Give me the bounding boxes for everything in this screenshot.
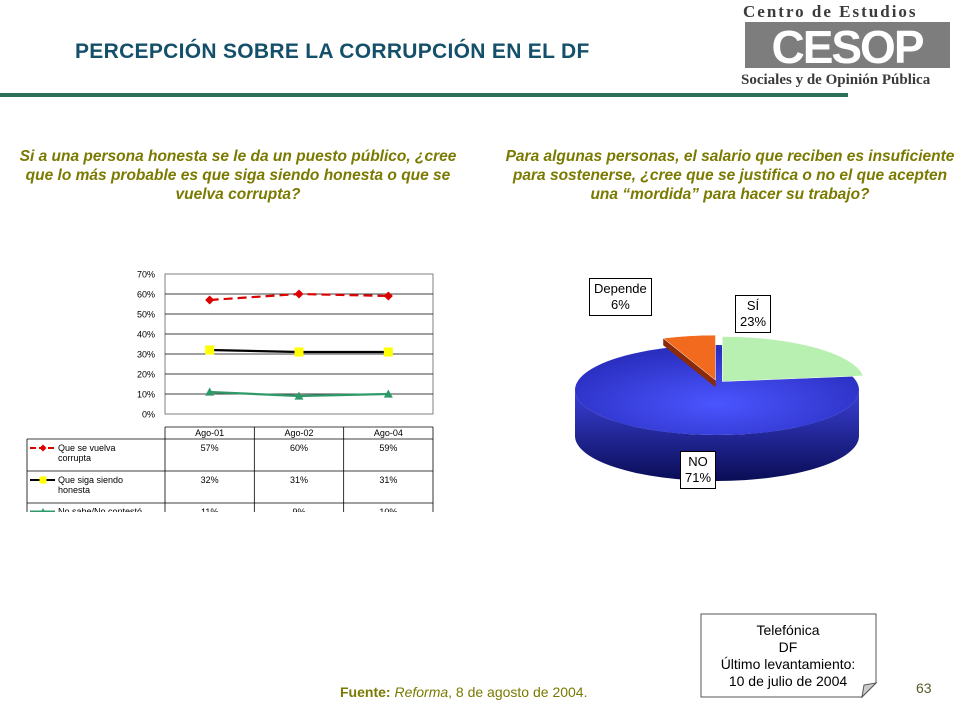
pie-label-depende: Depende 6% bbox=[589, 278, 652, 316]
pie-slice-depende bbox=[662, 334, 716, 381]
pie-label-no: NO 71% bbox=[680, 451, 717, 489]
x-category-label: Ago-04 bbox=[374, 428, 403, 438]
y-tick-label: 40% bbox=[137, 330, 155, 340]
page-title: PERCEPCIÓN SOBRE LA CORRUPCIÓN EN EL DF bbox=[75, 40, 590, 63]
title-rule bbox=[0, 93, 848, 97]
pie-chart bbox=[575, 334, 864, 481]
data-point bbox=[205, 295, 215, 305]
data-label: 10% bbox=[379, 507, 397, 512]
legend-label: Que se vuelva bbox=[58, 443, 116, 453]
data-point bbox=[383, 291, 393, 301]
data-point bbox=[383, 389, 393, 398]
data-point bbox=[205, 345, 215, 355]
question-left: Si a una persona honesta se le da un pue… bbox=[19, 148, 457, 203]
y-tick-label: 20% bbox=[137, 370, 155, 380]
data-label: 9% bbox=[292, 507, 305, 512]
data-point bbox=[294, 289, 304, 299]
data-label: 57% bbox=[201, 443, 219, 453]
pie-slice-si bbox=[722, 336, 864, 382]
legend-label: Que siga siendo bbox=[58, 475, 123, 485]
note-frame bbox=[700, 613, 878, 699]
data-label: 31% bbox=[379, 475, 397, 485]
pie-label-si: SÍ 23% bbox=[735, 295, 772, 333]
data-label: 11% bbox=[201, 507, 218, 512]
question-right: Para algunas personas, el salario que re… bbox=[505, 148, 955, 203]
source-note: Fuente: Reforma, 8 de agosto de 2004. bbox=[340, 684, 588, 700]
data-label: 32% bbox=[201, 475, 219, 485]
y-tick-label: 0% bbox=[142, 410, 155, 420]
data-point bbox=[294, 391, 304, 400]
y-tick-label: 50% bbox=[137, 310, 155, 320]
legend-key-marker bbox=[40, 508, 46, 512]
cesop-logo: Centro de Estudios CESOP Sociales y de O… bbox=[735, 0, 960, 95]
y-tick-label: 60% bbox=[137, 290, 155, 300]
data-label: 60% bbox=[290, 443, 308, 453]
survey-note: Telefónica DF Último levantamiento: 10 d… bbox=[700, 613, 878, 699]
data-label: 59% bbox=[379, 443, 397, 453]
line-chart: 0% 10% 20% 30% 40% 50% 60% 70% Ago-01 Ago-02 Ago-0… bbox=[26, 270, 434, 513]
x-category-label: Ago-02 bbox=[284, 428, 313, 438]
logo-mark: CESOP bbox=[745, 21, 950, 73]
logo-bottom-text: Sociales y de Opinión Pública bbox=[741, 72, 931, 88]
data-point bbox=[294, 347, 304, 357]
legend-label: honesta bbox=[58, 485, 90, 495]
y-tick-label: 70% bbox=[137, 270, 155, 280]
data-point bbox=[205, 387, 215, 396]
data-label: 31% bbox=[290, 475, 308, 485]
x-category-label: Ago-01 bbox=[195, 428, 224, 438]
data-point bbox=[383, 347, 393, 357]
page-number: 63 bbox=[916, 680, 932, 696]
y-tick-label: 30% bbox=[137, 350, 155, 360]
legend-key-marker bbox=[39, 444, 47, 452]
svg-text:CESOP: CESOP bbox=[771, 21, 923, 73]
pie-slice-side bbox=[575, 390, 859, 481]
pie-wedge-edge bbox=[663, 338, 716, 388]
legend-label: corrupta bbox=[58, 453, 91, 463]
legend-label: No sabe/No contestó bbox=[58, 507, 142, 513]
y-tick-label: 10% bbox=[137, 390, 155, 400]
legend-key-marker bbox=[39, 476, 47, 484]
logo-top-text: Centro de Estudios bbox=[743, 2, 918, 21]
